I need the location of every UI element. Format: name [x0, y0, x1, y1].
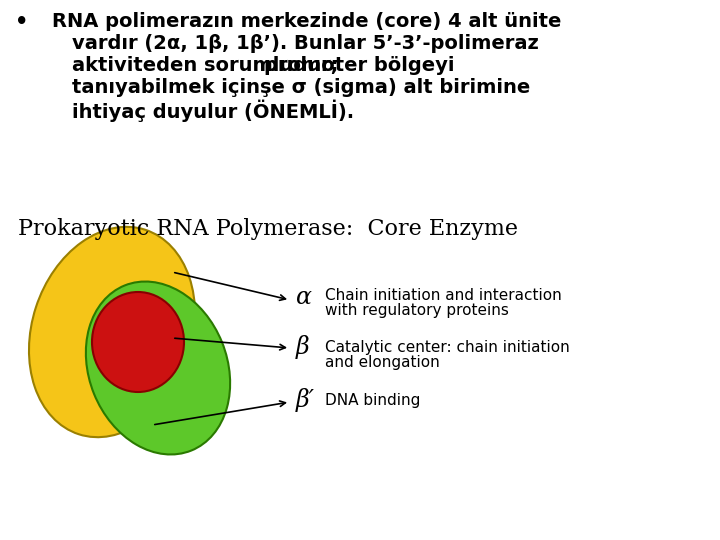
Text: β′: β′	[296, 388, 315, 412]
Text: Catalytic center: chain initiation: Catalytic center: chain initiation	[325, 340, 570, 355]
Text: and elongation: and elongation	[325, 355, 440, 370]
Text: Prokaryotic RNA Polymerase:  Core Enzyme: Prokaryotic RNA Polymerase: Core Enzyme	[18, 218, 518, 240]
Text: DNA binding: DNA binding	[325, 393, 420, 408]
Text: Chain initiation and interaction: Chain initiation and interaction	[325, 288, 562, 303]
Text: aktiviteden sorumludur;: aktiviteden sorumludur;	[72, 56, 345, 75]
Text: α: α	[296, 287, 312, 309]
Ellipse shape	[29, 227, 195, 437]
Text: •: •	[15, 12, 28, 32]
Ellipse shape	[86, 281, 230, 455]
Text: with regulatory proteins: with regulatory proteins	[325, 303, 509, 318]
Text: β: β	[296, 335, 310, 359]
Text: RNA polimerazın merkezinde (core) 4 alt ünite: RNA polimerazın merkezinde (core) 4 alt …	[52, 12, 562, 31]
Ellipse shape	[92, 292, 184, 392]
Text: tanıyabilmek içinşe σ (sigma) alt birimine: tanıyabilmek içinşe σ (sigma) alt birimi…	[72, 78, 530, 97]
Text: vardır (2α, 1β, 1β’). Bunlar 5’-3’-polimeraz: vardır (2α, 1β, 1β’). Bunlar 5’-3’-polim…	[72, 34, 539, 53]
Text: promoter bölgeyi: promoter bölgeyi	[264, 56, 454, 75]
Text: ihtiyaç duyulur (ÖNEMLİ).: ihtiyaç duyulur (ÖNEMLİ).	[72, 100, 354, 123]
